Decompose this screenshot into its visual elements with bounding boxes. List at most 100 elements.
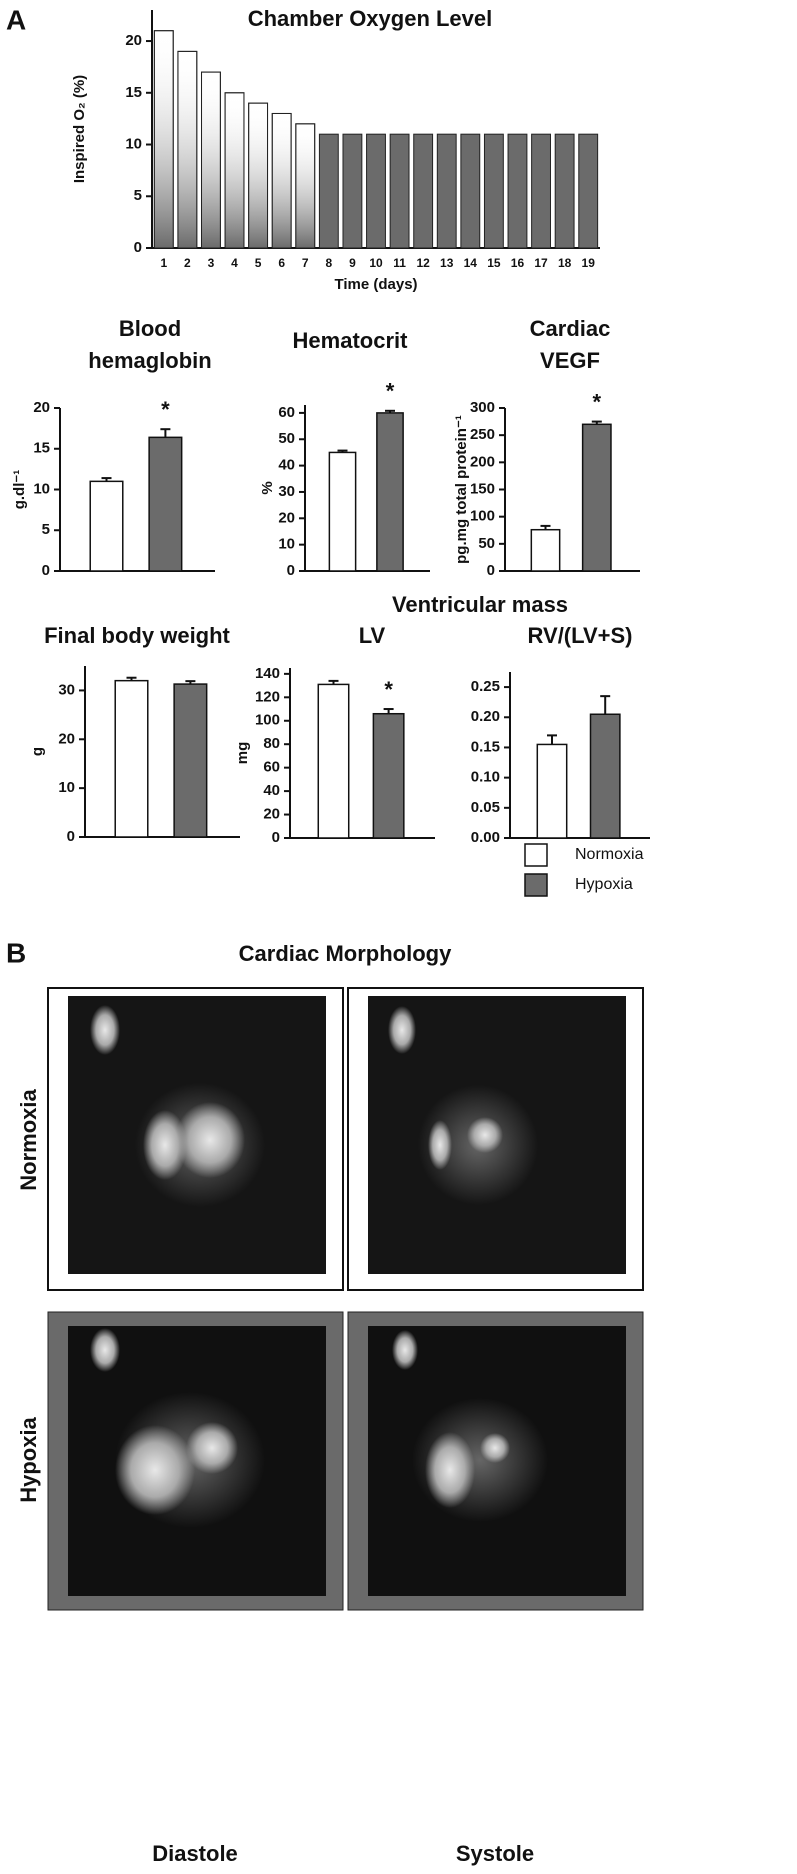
vessel — [392, 1330, 418, 1370]
chart-title: Final body weight — [44, 623, 230, 648]
y-tick-label: 150 — [470, 480, 495, 497]
y-tick-label: 30 — [278, 483, 295, 500]
bar-shade — [201, 71, 221, 249]
bar — [413, 133, 434, 249]
x-tick-label: 19 — [582, 256, 596, 270]
y-axis-label: pg.mg total protein⁻¹ — [453, 415, 470, 564]
bar-shade — [271, 112, 292, 249]
bar — [530, 528, 561, 572]
y-tick-label: 100 — [470, 508, 495, 525]
y-tick-label: 40 — [278, 457, 295, 474]
y-tick-label: 0.20 — [471, 708, 500, 725]
x-tick-label: 5 — [255, 256, 262, 270]
y-tick-label: 60 — [278, 404, 295, 421]
bar — [89, 480, 124, 572]
y-tick-label: 10 — [58, 779, 75, 796]
row-label: Hypoxia — [16, 1416, 41, 1502]
bar — [531, 133, 551, 249]
y-tick-label: 0.15 — [471, 738, 500, 755]
ventricle — [467, 1117, 503, 1153]
y-tick-label: 200 — [470, 453, 495, 470]
vessel — [388, 1006, 416, 1054]
legend-swatch — [524, 873, 548, 897]
x-tick-label: 14 — [464, 256, 478, 270]
y-tick-label: 140 — [255, 665, 280, 682]
mri-panels — [47, 987, 644, 1611]
x-tick-label: 18 — [558, 256, 572, 270]
bar-shade — [177, 50, 198, 249]
significance: * — [593, 389, 602, 414]
bar — [318, 133, 339, 249]
panel-title: Cardiac Morphology — [239, 941, 452, 966]
y-tick-label: 20 — [125, 32, 142, 49]
y-tick-label: 10 — [125, 135, 142, 152]
bar-shade — [295, 123, 316, 249]
ventricle — [175, 1102, 245, 1178]
row-label: Normoxia — [16, 1089, 41, 1191]
significance: * — [384, 677, 393, 702]
significance: * — [161, 397, 170, 422]
ventricle — [425, 1432, 475, 1508]
bar — [173, 683, 208, 838]
column-label: Systole — [456, 1841, 534, 1866]
bar — [328, 451, 357, 572]
y-tick-label: 15 — [125, 84, 142, 101]
y-tick-label: 60 — [263, 759, 280, 776]
column-label: Diastole — [152, 1841, 238, 1866]
y-tick-label: 0 — [487, 562, 495, 579]
y-tick-label: 0 — [42, 562, 50, 579]
panel-label: B — [6, 937, 26, 968]
x-tick-label: 3 — [208, 256, 215, 270]
bar — [554, 133, 575, 249]
legend-label: Normoxia — [575, 846, 644, 863]
x-tick-label: 11 — [393, 256, 406, 270]
bar — [372, 712, 405, 839]
x-axis-label: Time (days) — [334, 276, 417, 293]
panel-label: A — [6, 4, 26, 35]
bar — [317, 683, 350, 839]
chart-title: RV/(LV+S) — [528, 623, 633, 648]
y-axis-label: Inspired O₂ (%) — [71, 75, 88, 183]
y-tick-label: 40 — [263, 782, 280, 799]
y-tick-label: 20 — [58, 730, 75, 747]
y-tick-label: 0.05 — [471, 799, 500, 816]
x-tick-label: 9 — [349, 256, 356, 270]
legend-swatch — [524, 843, 548, 867]
x-tick-label: 8 — [325, 256, 332, 270]
ventricle — [186, 1422, 238, 1474]
x-tick-label: 15 — [487, 256, 501, 270]
x-tick-label: 1 — [160, 256, 167, 270]
y-tick-label: 100 — [255, 712, 280, 729]
y-axis-label: g — [29, 747, 46, 756]
bar — [483, 133, 504, 249]
ventricle — [428, 1120, 452, 1170]
bar — [376, 412, 404, 572]
chart-title: Cardiac — [530, 316, 611, 341]
ventricle — [480, 1433, 510, 1463]
y-tick-label: 0.00 — [471, 829, 500, 846]
y-axis-label: mg — [234, 742, 251, 765]
bar — [460, 133, 481, 249]
y-tick-label: 15 — [33, 440, 50, 457]
bar-shade — [224, 92, 245, 249]
bar — [507, 133, 528, 249]
vessel — [90, 1328, 120, 1372]
y-tick-label: 20 — [263, 806, 280, 823]
x-tick-label: 2 — [184, 256, 191, 270]
bar-shade — [248, 102, 269, 249]
y-tick-label: 0 — [272, 829, 280, 846]
bar-shade — [153, 30, 174, 249]
bar — [389, 133, 410, 249]
y-tick-label: 5 — [134, 187, 142, 204]
group-title: Ventricular mass — [392, 592, 568, 617]
bar — [578, 133, 599, 249]
vessel — [90, 1005, 120, 1055]
y-tick-label: 300 — [470, 399, 495, 416]
y-tick-label: 50 — [478, 535, 495, 552]
x-tick-label: 12 — [416, 256, 430, 270]
chart-title: hemaglobin — [88, 348, 211, 373]
y-tick-label: 250 — [470, 426, 495, 443]
ventricle — [143, 1110, 187, 1180]
x-tick-label: 10 — [369, 256, 383, 270]
